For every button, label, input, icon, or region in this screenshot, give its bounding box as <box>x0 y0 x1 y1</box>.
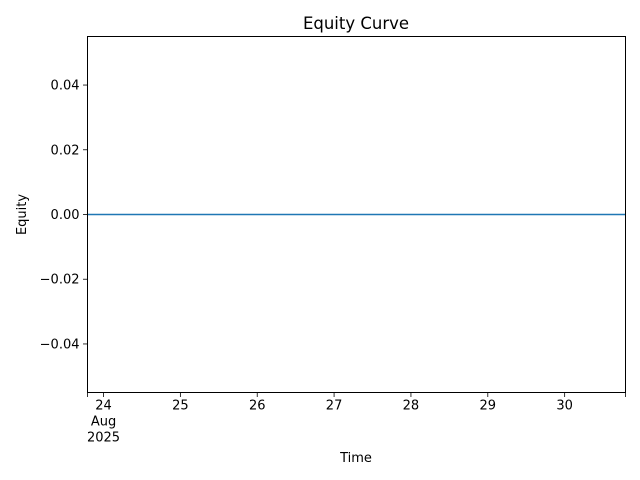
x-tick-sublabel: 2025 <box>87 431 120 446</box>
y-tick-label: 0.00 <box>51 208 80 223</box>
x-axis-label: Time <box>339 451 372 466</box>
x-tick-label: 29 <box>480 399 497 414</box>
x-tick-label: 28 <box>403 399 420 414</box>
chart-title: Equity Curve <box>303 14 409 33</box>
axes-frame <box>87 36 626 393</box>
y-tick-label: −0.02 <box>40 273 80 288</box>
x-tick-label: 26 <box>249 399 266 414</box>
x-tick-label: 24 <box>95 399 112 414</box>
y-tick-label: 0.02 <box>51 143 80 158</box>
y-tick-label: −0.04 <box>40 337 80 352</box>
y-axis-label: Equity <box>15 194 30 235</box>
x-tick-label: 30 <box>556 399 573 414</box>
x-tick-label: 27 <box>326 399 343 414</box>
y-tick-label: 0.04 <box>51 79 80 94</box>
x-tick-sublabel: Aug <box>91 415 116 430</box>
x-tick-label: 25 <box>172 399 189 414</box>
